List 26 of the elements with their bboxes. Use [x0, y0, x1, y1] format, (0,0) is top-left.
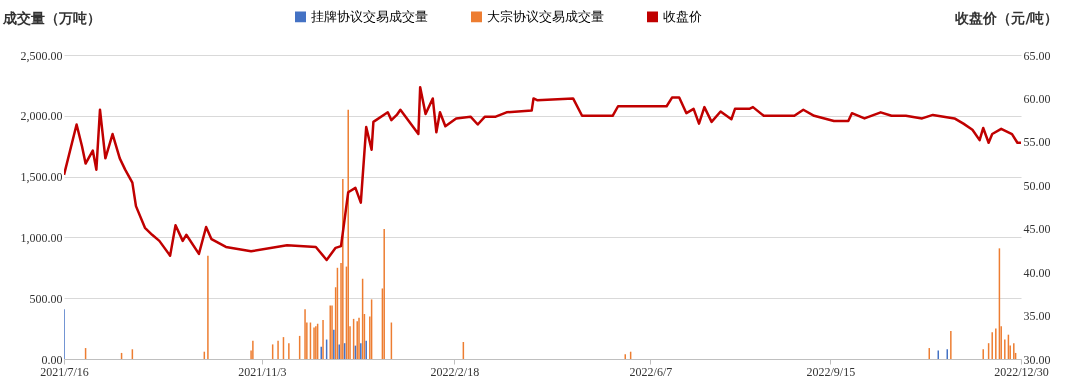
x-tick-label: 2021/11/3: [238, 364, 287, 379]
y2-tick-label: 35.00: [1023, 309, 1051, 324]
legend-label: 大宗协议交易成交量: [487, 8, 604, 24]
legend-label: 挂牌协议交易成交量: [311, 8, 428, 24]
y-tick-label: 1,500.00: [20, 170, 63, 185]
y2-tick-label: 65.00: [1023, 48, 1051, 63]
y-tick-label: 500.00: [29, 291, 63, 306]
y2-axis-title: 收盘价（元/吨）: [955, 9, 1059, 26]
x-tick-label: 2022/9/15: [806, 364, 856, 379]
y-tick-label: 2,000.00: [20, 109, 63, 124]
y2-tick-label: 60.00: [1023, 91, 1051, 106]
y-axis-title: 成交量（万吨）: [1, 9, 101, 26]
x-tick-label: 2022/12/30: [994, 364, 1049, 379]
x-tick-label: 2022/6/7: [629, 364, 673, 379]
x-tick-label: 2022/2/18: [430, 364, 480, 379]
y2-tick-label: 30.00: [1023, 352, 1051, 367]
y2-tick-label: 40.00: [1023, 265, 1051, 280]
legend-label: 收盘价: [663, 8, 702, 24]
y2-tick-label: 55.00: [1023, 135, 1051, 150]
y2-tick-label: 45.00: [1023, 222, 1051, 237]
y-tick-label: 0.00: [41, 352, 63, 367]
x-tick-label: 2021/7/16: [40, 364, 89, 379]
line-series: [64, 85, 1021, 262]
y-tick-label: 1,000.00: [20, 230, 63, 245]
y2-tick-label: 50.00: [1023, 178, 1051, 193]
y-tick-label: 2,500.00: [20, 48, 63, 63]
